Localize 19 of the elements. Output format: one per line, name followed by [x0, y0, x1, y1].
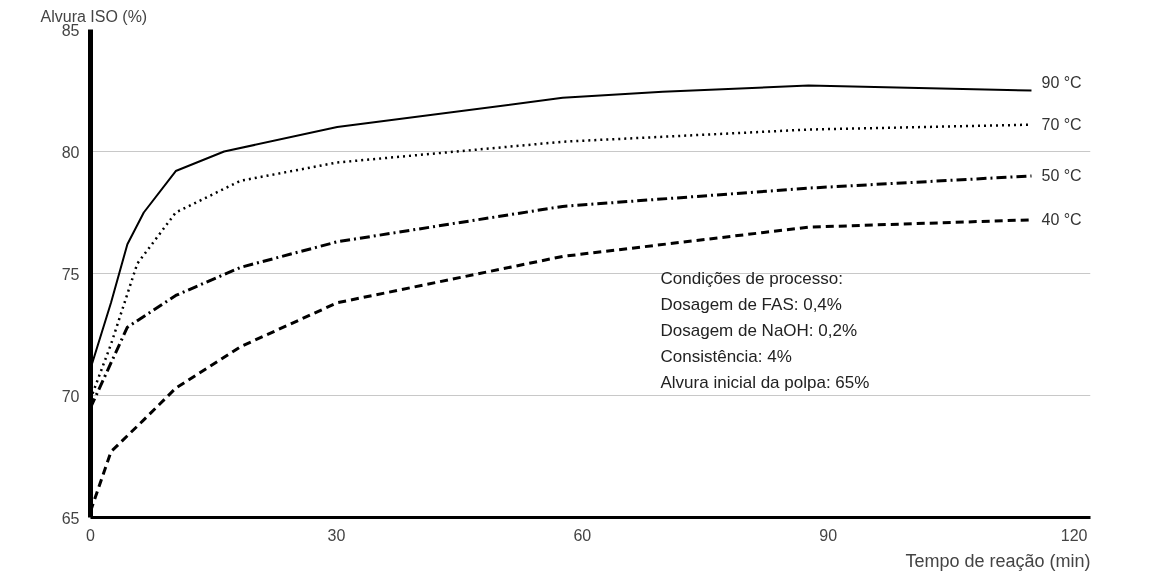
series-label: 50 °C — [1041, 167, 1082, 185]
x-tick-label: 30 — [327, 526, 346, 544]
x-tick-label: 0 — [86, 526, 96, 544]
annotation: Alvura inicial da polpa: 65% — [660, 372, 870, 392]
x-tick-label: 60 — [573, 526, 592, 544]
y-tick-label: 75 — [61, 265, 80, 283]
x-tick-label: 90 — [819, 526, 838, 544]
series-label: 70 °C — [1041, 116, 1082, 134]
y-tick-label: 70 — [61, 387, 80, 405]
x-tick-label: 120 — [1060, 526, 1088, 544]
annotation: Dosagem de FAS: 0,4% — [660, 294, 842, 314]
annotation: Condições de processo: — [660, 268, 843, 288]
y-tick-label: 80 — [61, 143, 80, 161]
series-label: 40 °C — [1041, 211, 1082, 229]
annotation: Dosagem de NaOH: 0,2% — [660, 320, 858, 340]
y-tick-label: 65 — [61, 509, 80, 527]
x-axis-title: Tempo de reação (min) — [905, 550, 1091, 571]
series-label: 90 °C — [1041, 73, 1082, 91]
annotation: Consistência: 4% — [660, 346, 792, 366]
